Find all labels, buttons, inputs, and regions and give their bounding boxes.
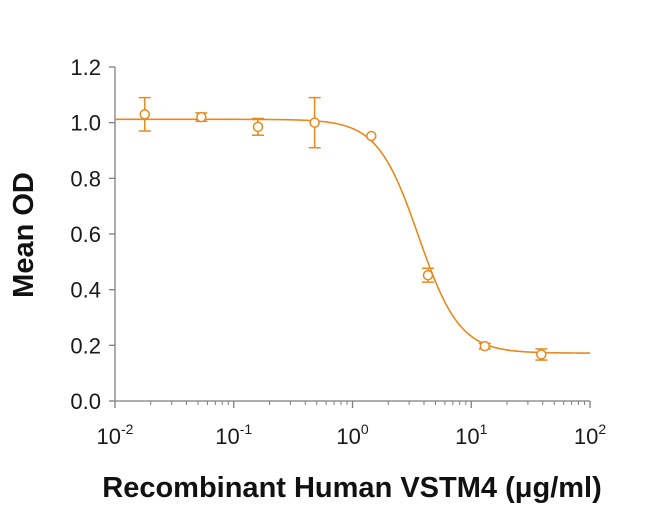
data-points bbox=[138, 96, 548, 361]
x-tick-label: 102 bbox=[574, 421, 606, 449]
y-tick-label: 0.4 bbox=[70, 278, 101, 303]
y-tick-label: 0.8 bbox=[70, 166, 101, 191]
x-tick-label: 10-2 bbox=[97, 421, 134, 449]
x-tick-exponent: -2 bbox=[121, 421, 134, 437]
data-point bbox=[196, 111, 207, 123]
x-tick-exponent: 0 bbox=[361, 421, 369, 437]
data-point bbox=[252, 121, 264, 133]
x-tick-exponent: 1 bbox=[480, 421, 488, 437]
x-tick-label: 100 bbox=[336, 421, 368, 449]
y-tick-label: 1.2 bbox=[70, 55, 101, 80]
x-tick-exponent: -1 bbox=[240, 421, 253, 437]
x-tick-label: 101 bbox=[455, 421, 487, 449]
y-tick-label: 0.2 bbox=[70, 333, 101, 358]
y-tick-label: 0.0 bbox=[70, 389, 101, 414]
fit-curve-group bbox=[115, 118, 591, 354]
data-point bbox=[479, 340, 491, 352]
x-tick-base: 10 bbox=[215, 424, 239, 449]
y-tick-label: 1.0 bbox=[70, 111, 101, 136]
x-tick-exponent: 2 bbox=[598, 421, 606, 437]
data-point bbox=[422, 269, 434, 281]
x-tick-base: 10 bbox=[574, 424, 598, 449]
data-point bbox=[366, 130, 377, 142]
x-tick-base: 10 bbox=[455, 424, 479, 449]
x-tick-label: 10-1 bbox=[215, 421, 252, 449]
data-point bbox=[536, 349, 547, 360]
data-point bbox=[139, 109, 150, 120]
x-tick-base: 10 bbox=[97, 424, 121, 449]
x-tick-base: 10 bbox=[336, 424, 360, 449]
fit-curve bbox=[115, 118, 591, 354]
axes: 0.00.20.40.60.81.01.210-2 10-1 100 101 102 bbox=[70, 55, 606, 449]
x-axis-title: Recombinant Human VSTM4 (μg/ml) bbox=[102, 472, 602, 504]
y-axis-title: Mean OD bbox=[8, 172, 40, 298]
data-point bbox=[309, 117, 320, 128]
y-tick-label: 0.6 bbox=[70, 222, 101, 247]
